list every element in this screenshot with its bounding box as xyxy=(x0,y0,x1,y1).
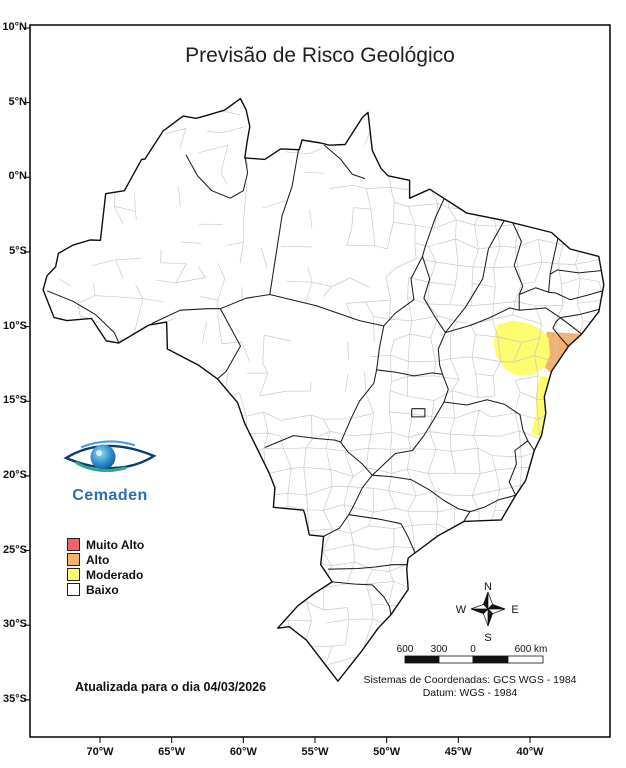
cemaden-logo-text: Cemaden xyxy=(72,487,148,504)
lon-label: 45°W xyxy=(444,746,472,758)
brazil-outline xyxy=(42,97,605,682)
compass-e-label: E xyxy=(511,604,518,616)
legend-label-alto: Alto xyxy=(86,552,110,567)
cemaden-eye-icon xyxy=(63,440,157,473)
page-title: Previsão de Risco Geológico xyxy=(185,44,455,67)
state-boundaries xyxy=(46,144,603,615)
scale-bar: 600 300 0 600 km xyxy=(397,644,548,664)
lat-label: 5°S xyxy=(9,244,27,257)
legend-item-moderado: Moderado xyxy=(67,567,144,582)
brazil-landmass xyxy=(43,98,604,682)
compass-w-label: W xyxy=(456,604,467,616)
lat-label: 15°S xyxy=(3,394,27,407)
compass-star-icon xyxy=(470,591,506,627)
updated-date-text: Atualizada para o dia 04/03/2026 xyxy=(75,680,267,694)
legend-label-baixo: Baixo xyxy=(86,582,119,597)
coordinate-system-line: Sistemas de Coordenadas: GCS WGS - 1984 xyxy=(363,674,577,686)
risk-region-alto xyxy=(545,331,586,377)
compass-n-label: N xyxy=(484,581,492,593)
scale-segment xyxy=(404,655,440,664)
map-layer xyxy=(42,97,605,682)
lat-label: 25°S xyxy=(3,543,27,556)
legend-swatch-moderado xyxy=(67,568,80,581)
datum-line: Datum: WGS - 1984 xyxy=(422,687,518,700)
lon-label: 60°W xyxy=(229,746,257,758)
lat-label: 10°N xyxy=(2,21,27,33)
legend-item-baixo: Baixo xyxy=(67,582,144,597)
scale-label-300: 300 xyxy=(431,644,448,655)
coordinate-system-note: Sistemas de Coordenadas: GCS WGS - 1984 … xyxy=(363,674,576,700)
scale-segment xyxy=(472,655,509,664)
lon-label: 55°W xyxy=(301,746,329,758)
legend-item-alto: Alto xyxy=(67,552,144,567)
graticule-ticks xyxy=(24,27,531,743)
legend-swatch-baixo xyxy=(67,583,80,596)
lat-label: 30°S xyxy=(3,618,27,631)
cemaden-logo: Cemaden xyxy=(55,433,165,505)
scale-segment xyxy=(507,655,544,664)
lat-label: 0°N xyxy=(8,170,27,183)
legend-label-muito-alto: Muito Alto xyxy=(86,537,145,552)
legend-swatch-alto xyxy=(67,553,80,566)
map-frame xyxy=(29,24,611,738)
legend-label-moderado: Moderado xyxy=(86,567,144,582)
legend-item-muito-alto: Muito Alto xyxy=(67,537,144,552)
lat-label: 20°S xyxy=(3,468,27,481)
lon-label: 65°W xyxy=(158,746,186,758)
lon-label: 50°W xyxy=(373,746,401,758)
lon-label: 70°W xyxy=(86,746,114,758)
legend-swatch-muito-alto xyxy=(67,538,80,551)
compass-s-label: S xyxy=(484,632,491,644)
scale-label-600-left: 600 xyxy=(397,644,414,655)
scale-segment xyxy=(438,655,474,664)
lat-label: 5°N xyxy=(8,95,27,108)
scale-label-600-km: 600 km xyxy=(515,644,548,655)
lat-label: 35°S xyxy=(3,692,27,705)
map-decorations: N W E S 600 300 0 600 k xyxy=(24,24,611,743)
lat-label: 10°S xyxy=(3,319,27,332)
lon-label: 40°W xyxy=(516,746,544,758)
scale-label-0: 0 xyxy=(470,644,476,655)
compass-rose: N W E S xyxy=(456,581,519,644)
risk-legend: Muito Alto Alto Moderado Baixo xyxy=(67,537,144,597)
